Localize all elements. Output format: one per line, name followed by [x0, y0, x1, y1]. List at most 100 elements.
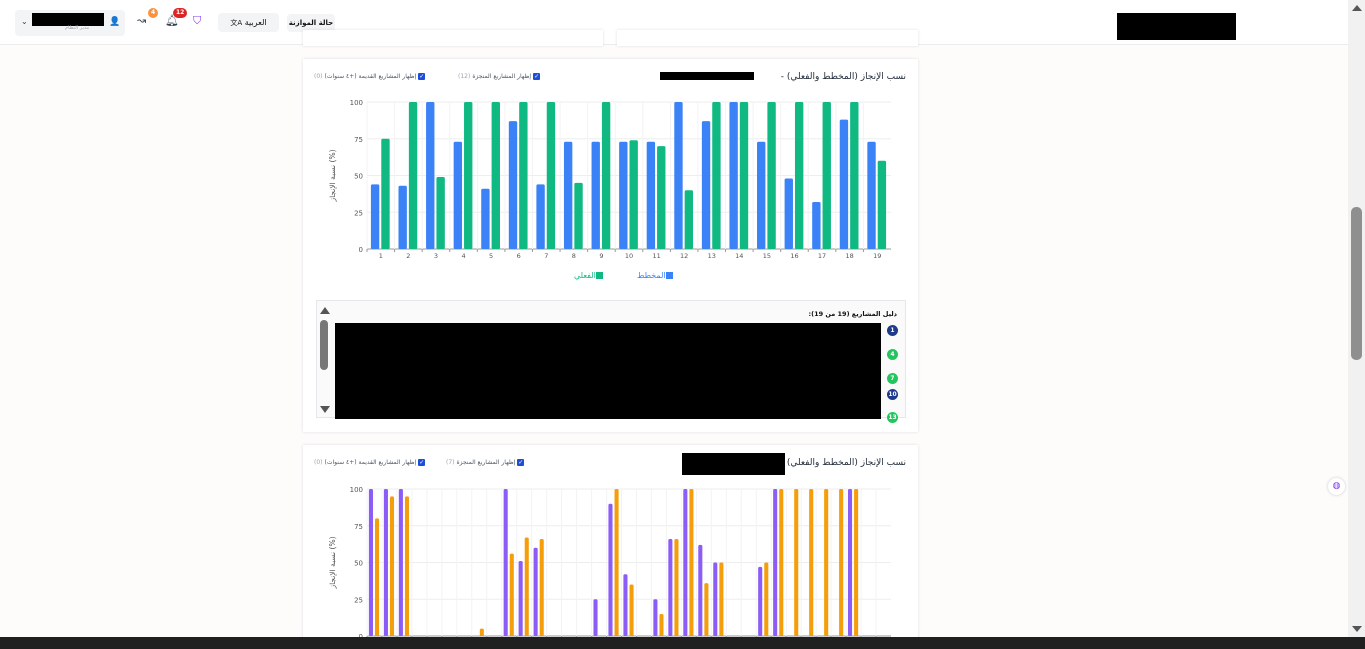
show-old-label: إظهار المشاريع القديمة (+٤ سنوات): [324, 73, 417, 80]
show-done-checkbox-1[interactable]: ✓إظهار المشاريع المنجزة(12): [458, 73, 541, 80]
project-guide-title: دليل المشاريع (19 من 19):: [808, 310, 897, 318]
x-tick-label: 16: [790, 252, 798, 260]
scroll-up-arrow[interactable]: [1352, 5, 1362, 11]
bar: [629, 584, 634, 636]
show-old-checkbox-2[interactable]: ✓إظهار المشاريع القديمة (+٤ سنوات)(0): [314, 459, 426, 466]
bar: [481, 188, 490, 249]
bar: [767, 102, 776, 249]
scroll-down-arrow[interactable]: [1352, 626, 1362, 632]
project-guide-box[interactable]: دليل المشاريع (19 من 19): 1 4 7 10 13: [316, 300, 906, 423]
budget-status-button[interactable]: حالة الموازنة: [287, 14, 335, 32]
bar: [519, 102, 528, 249]
legend-actual-swatch: [595, 272, 603, 279]
bar: [368, 489, 373, 636]
bar: [698, 544, 703, 636]
bar: [847, 489, 853, 636]
show-old-label: إظهار المشاريع القديمة (+٤ سنوات): [324, 459, 417, 466]
x-tick-label: 10: [625, 252, 633, 260]
bar: [539, 538, 544, 636]
y-tick-label: 0: [359, 633, 363, 637]
scroll-down-arrow[interactable]: [320, 406, 330, 413]
bar: [684, 190, 694, 249]
bar: [653, 599, 658, 636]
scroll-thumb[interactable]: [320, 320, 328, 370]
chart2-title: نسب الإنجاز (المخطط والفعلي) -: [780, 458, 906, 468]
bar: [453, 141, 463, 249]
scroll-thumb[interactable]: [1351, 207, 1362, 360]
bar: [659, 613, 664, 636]
chart2-title-row: نسب الإنجاز (المخطط والفعلي) -: [781, 458, 906, 468]
guide-item-number: 1: [887, 325, 898, 336]
y-tick-label: 75: [354, 136, 363, 144]
assistant-float-button[interactable]: ◍: [1328, 478, 1345, 495]
bar: [593, 599, 598, 636]
scroll-up-arrow[interactable]: [320, 307, 330, 314]
bar: [404, 496, 410, 636]
bar: [629, 140, 638, 249]
achievement-chart-card-2: نسب الإنجاز (المخطط والفعلي) - ✓إظهار ال…: [303, 445, 918, 637]
checkbox-icon: ✓: [517, 459, 525, 466]
show-done-checkbox-2[interactable]: ✓إظهار المشاريع المنجزة(7): [446, 459, 525, 466]
bar: [877, 160, 887, 249]
guide-item-number: 4: [887, 349, 898, 360]
bar: [809, 489, 814, 636]
legend-actual[interactable]: الفعلي: [574, 271, 605, 280]
bar: [464, 102, 473, 249]
show-old-count: (0): [314, 459, 323, 466]
y-tick-label: 75: [354, 523, 363, 531]
bar: [509, 553, 514, 636]
bar: [436, 176, 445, 249]
x-tick-label: 2: [406, 252, 410, 260]
bar: [574, 182, 583, 249]
previous-card-left: [303, 30, 603, 46]
bar: [704, 583, 709, 636]
x-tick-label: 3: [434, 252, 438, 260]
bar: [758, 566, 763, 636]
user-menu[interactable]: ⌄ مدير النظام 👤: [15, 10, 125, 36]
bar: [794, 102, 804, 249]
y-tick-label: 0: [359, 246, 363, 254]
language-switch-button[interactable]: 文A العربية: [218, 13, 279, 32]
bar: [536, 184, 545, 249]
bar: [623, 574, 628, 636]
bar: [812, 201, 821, 249]
checkbox-icon: ✓: [418, 459, 426, 466]
bar: [713, 562, 718, 636]
chart1-project-name-redacted: [660, 72, 754, 80]
activity-badge: 4: [148, 8, 159, 18]
project-guide-scrollbar[interactable]: [317, 301, 333, 417]
chevron-down-icon: ⌄: [21, 17, 28, 26]
bar: [867, 141, 876, 249]
x-tick-label: 15: [763, 252, 771, 260]
page-viewport: ⌄ مدير النظام 👤 ↝ 4 🔔︎ 12 ⛉ 文A العربية ح…: [0, 0, 1348, 637]
bar: [546, 102, 556, 249]
bar: [668, 538, 673, 636]
y-tick-label: 100: [350, 99, 363, 107]
legend-planned[interactable]: المخطط: [637, 271, 675, 280]
bar: [389, 496, 395, 636]
bar: [374, 518, 380, 636]
x-tick-label: 12: [680, 252, 688, 260]
x-tick-label: 17: [818, 252, 826, 260]
legend-planned-label: المخطط: [637, 271, 666, 280]
achievement-bar-chart-2: 0 25 50 75 100 نسبة الإنجاز (%): [328, 486, 891, 637]
bar: [824, 489, 829, 636]
bar: [591, 141, 600, 249]
x-tick-label: 7: [544, 252, 548, 260]
y-tick-label: 100: [350, 486, 363, 494]
previous-card-right: [617, 30, 918, 46]
bar: [383, 489, 388, 636]
checkbox-icon: ✓: [533, 73, 541, 80]
y-tick-label: 25: [354, 209, 363, 217]
x-tick-label: 19: [873, 252, 881, 260]
bar: [533, 547, 538, 636]
shield-icon[interactable]: ⛉: [193, 14, 202, 27]
x-tick-label: 1: [379, 252, 383, 260]
activity-icon[interactable]: ↝: [137, 14, 147, 27]
bar: [601, 102, 611, 249]
user-name-redacted: [32, 13, 104, 26]
page-scrollbar[interactable]: [1348, 0, 1365, 637]
legend-planned-swatch: [665, 272, 673, 279]
y-axis-label: نسبة الإنجاز (%): [328, 536, 337, 589]
show-old-checkbox-1[interactable]: ✓إظهار المشاريع القديمة (+٤ سنوات)(0): [314, 73, 426, 80]
